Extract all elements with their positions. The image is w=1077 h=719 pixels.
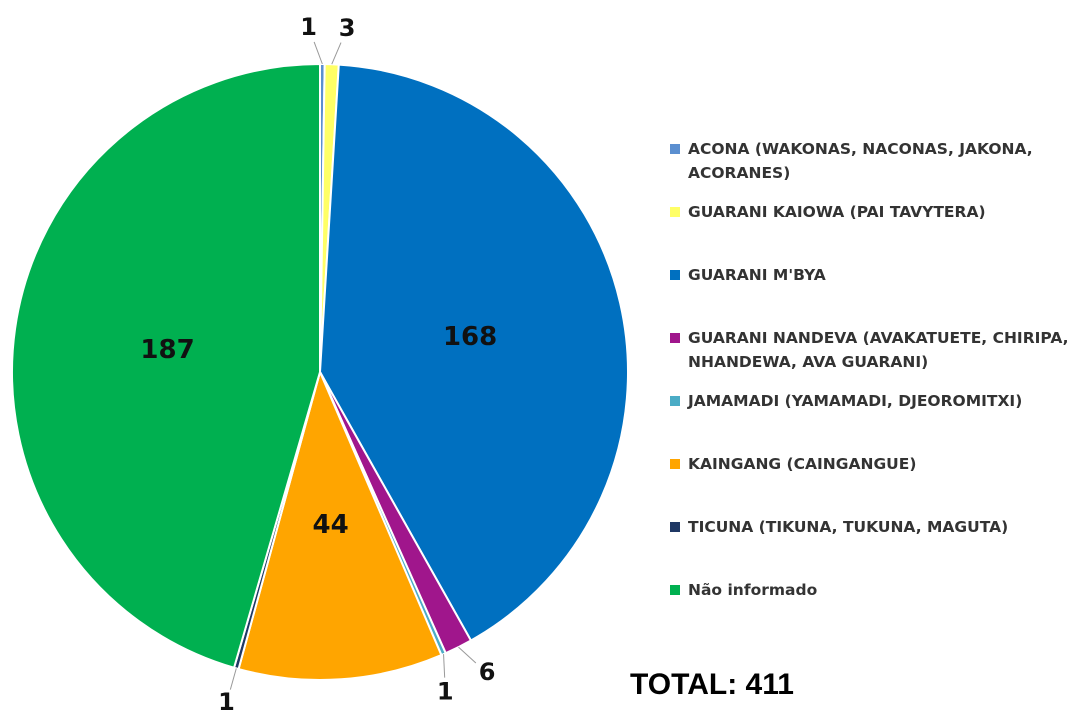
value-label: 3 xyxy=(339,14,356,42)
leader-line xyxy=(331,42,342,65)
legend-swatch xyxy=(670,522,680,532)
legend-label: GUARANI NANDEVA (AVAKATUETE, CHIRIPA, NH… xyxy=(688,329,1069,371)
legend-label: GUARANI M'BYA xyxy=(688,266,826,284)
pie-slice xyxy=(11,62,321,670)
pie-slice xyxy=(318,63,629,642)
legend-entry: GUARANI NANDEVA (AVAKATUETE, CHIRIPA, NH… xyxy=(668,326,1073,389)
value-label: 1 xyxy=(218,688,235,716)
legend-label: TICUNA (TIKUNA, TUKUNA, MAGUTA) xyxy=(688,518,1009,536)
legend-entry: TICUNA (TIKUNA, TUKUNA, MAGUTA) xyxy=(668,515,1073,578)
value-label: 1 xyxy=(300,13,317,41)
legend-label: JAMAMADI (YAMAMADI, DJEOROMITXI) xyxy=(688,392,1023,410)
total-label: TOTAL: 411 xyxy=(630,668,794,701)
legend-entry: KAINGANG (CAINGANGUE) xyxy=(668,452,1073,515)
legend-label: KAINGANG (CAINGANGUE) xyxy=(688,455,917,473)
legend-entry: JAMAMADI (YAMAMADI, DJEOROMITXI) xyxy=(668,389,1073,452)
leader-line xyxy=(229,668,237,690)
value-label: 187 xyxy=(140,335,194,365)
legend-entry: GUARANI M'BYA xyxy=(668,263,1073,326)
legend-label: GUARANI KAIOWA (PAI TAVYTERA) xyxy=(688,203,986,221)
legend-entry: ACONA (WAKONAS, NACONAS, JAKONA, ACORANE… xyxy=(668,137,1073,200)
value-label: 6 xyxy=(479,658,496,686)
leader-line xyxy=(313,41,323,65)
leader-line xyxy=(443,654,446,678)
value-label: 44 xyxy=(312,510,348,540)
legend-entry: Não informado xyxy=(668,578,1073,641)
legend-swatch xyxy=(670,207,680,217)
legend-swatch xyxy=(670,144,680,154)
legend: ACONA (WAKONAS, NACONAS, JAKONA, ACORANE… xyxy=(668,137,1073,641)
leader-line xyxy=(458,646,477,664)
legend-entry: GUARANI KAIOWA (PAI TAVYTERA) xyxy=(668,200,1073,263)
legend-swatch xyxy=(670,333,680,343)
pie-slice xyxy=(237,368,443,681)
legend-label: Não informado xyxy=(688,581,818,599)
legend-swatch xyxy=(670,585,680,595)
legend-swatch xyxy=(670,459,680,469)
legend-swatch xyxy=(670,270,680,280)
value-label: 168 xyxy=(443,322,497,352)
legend-label: ACONA (WAKONAS, NACONAS, JAKONA, ACORANE… xyxy=(688,140,1033,182)
value-label: 1 xyxy=(437,678,454,706)
legend-swatch xyxy=(670,396,680,406)
